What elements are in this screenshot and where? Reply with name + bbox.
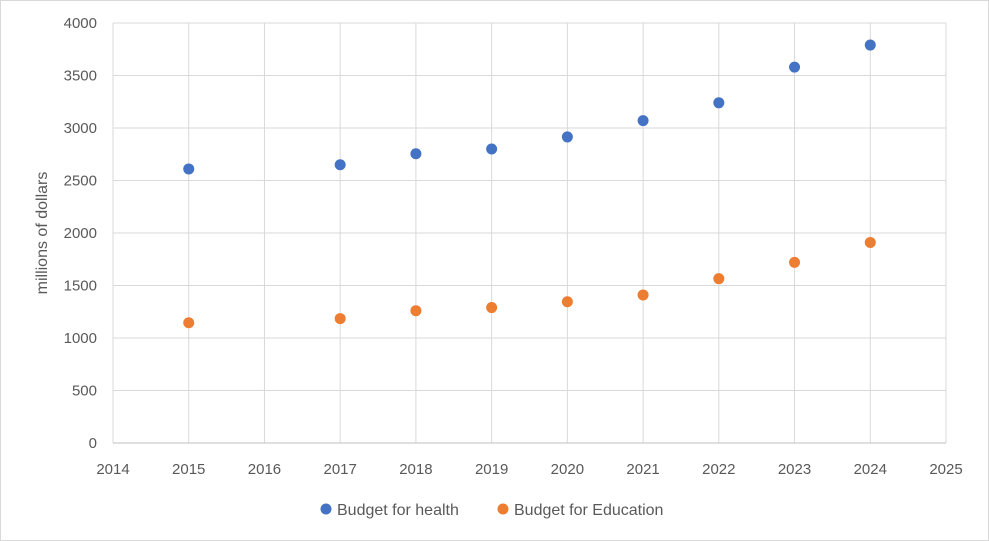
data-point (410, 305, 422, 317)
x-tick-label: 2025 (929, 461, 962, 478)
x-tick-label: 2016 (248, 461, 281, 478)
x-tick-label: 2024 (854, 461, 887, 478)
x-tick-label: 2018 (399, 461, 432, 478)
y-axis-tick-labels: 0 500 1000 1500 2000 2500 3000 3500 4000 (64, 15, 97, 452)
data-point (183, 317, 195, 329)
data-point (334, 159, 346, 171)
data-point (713, 273, 725, 285)
y-tick-label: 4000 (64, 15, 97, 32)
data-point (789, 61, 801, 73)
legend-label: Budget for Education (514, 502, 663, 519)
data-point (864, 39, 876, 51)
y-tick-label: 0 (89, 435, 97, 452)
legend-marker (497, 503, 509, 515)
y-tick-label: 1500 (64, 278, 97, 295)
x-tick-label: 2019 (475, 461, 508, 478)
series-2 (183, 236, 876, 329)
data-point (637, 289, 649, 301)
y-tick-label: 3500 (64, 68, 97, 85)
x-tick-label: 2022 (702, 461, 735, 478)
legend: Budget for health Budget for Education (320, 502, 663, 519)
legend-marker (320, 503, 332, 515)
y-tick-label: 2500 (64, 173, 97, 190)
data-point (183, 163, 195, 175)
y-tick-label: 500 (72, 383, 97, 400)
x-tick-label: 2014 (96, 461, 129, 478)
data-point (637, 115, 649, 127)
series-1 (183, 39, 876, 175)
y-tick-label: 3000 (64, 120, 97, 137)
data-point (561, 296, 573, 308)
data-point (486, 143, 498, 155)
data-point (713, 97, 725, 109)
x-tick-label: 2023 (778, 461, 811, 478)
y-axis-title: millions of dollars (34, 172, 51, 295)
x-tick-label: 2017 (323, 461, 356, 478)
x-tick-label: 2020 (551, 461, 584, 478)
data-point (864, 236, 876, 248)
x-tick-label: 2021 (626, 461, 659, 478)
data-point (410, 148, 422, 160)
legend-item: Budget for Education (497, 502, 663, 519)
data-point (561, 131, 573, 143)
data-points (183, 39, 876, 329)
gridlines (112, 22, 947, 444)
x-tick-label: 2015 (172, 461, 205, 478)
data-point (486, 302, 498, 314)
x-axis-tick-labels: 2014 2015 2016 2017 2018 2019 2020 2021 2022 2023… (96, 461, 962, 478)
y-tick-label: 1000 (64, 330, 97, 347)
data-point (789, 256, 801, 268)
legend-label: Budget for health (337, 502, 459, 519)
legend-item: Budget for health (320, 502, 459, 519)
data-point (334, 313, 346, 325)
y-tick-label: 2000 (64, 225, 97, 242)
